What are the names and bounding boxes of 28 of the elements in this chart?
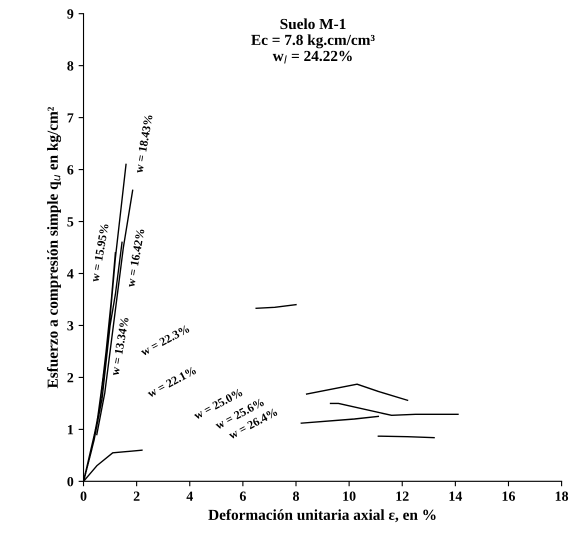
annotation: w = 15.95% — [90, 224, 109, 282]
y-tick-label: 3 — [67, 321, 74, 330]
x-tick-label: 14 — [450, 492, 462, 501]
annotation: w = 18.43% — [134, 114, 153, 174]
x-tick-label: 6 — [240, 492, 246, 501]
x-tick-label: 0 — [80, 491, 86, 501]
y-axis-title: Esfuerzo a compresión simple q$_{u}$ en kg/cm² — [46, 107, 62, 388]
annotation: w = 16.42% — [126, 228, 145, 288]
y-tick-label: 0 — [67, 476, 74, 486]
y-tick-label: 2 — [67, 373, 74, 382]
y-tick-label: 9 — [67, 9, 74, 19]
y-tick-label: 8 — [67, 61, 74, 71]
chart-title: Suelo M-1 — [280, 18, 346, 30]
x-tick-label: 2 — [134, 492, 140, 501]
x-tick-label: 18 — [556, 491, 568, 501]
x-tick-label: 4 — [186, 492, 193, 501]
x-tick-label: 12 — [396, 492, 409, 501]
x-axis-title: Deformación unitaria axial ε, en % — [208, 509, 436, 522]
y-tick-label: 5 — [67, 217, 74, 226]
x-tick-label: 8 — [292, 491, 300, 501]
y-tick-label: 7 — [68, 113, 74, 122]
y-tick-label: 6 — [67, 165, 74, 175]
text: Ec = 7.8 kg.cm/cm³ w$_{l}$ = 24.22% — [251, 34, 375, 64]
x-tick-label: 16 — [502, 492, 516, 501]
annotation: w = 13.34% — [110, 317, 129, 376]
y-tick-label: 1 — [68, 425, 74, 434]
y-tick-label: 4 — [67, 269, 74, 278]
x-tick-label: 10 — [343, 491, 356, 501]
